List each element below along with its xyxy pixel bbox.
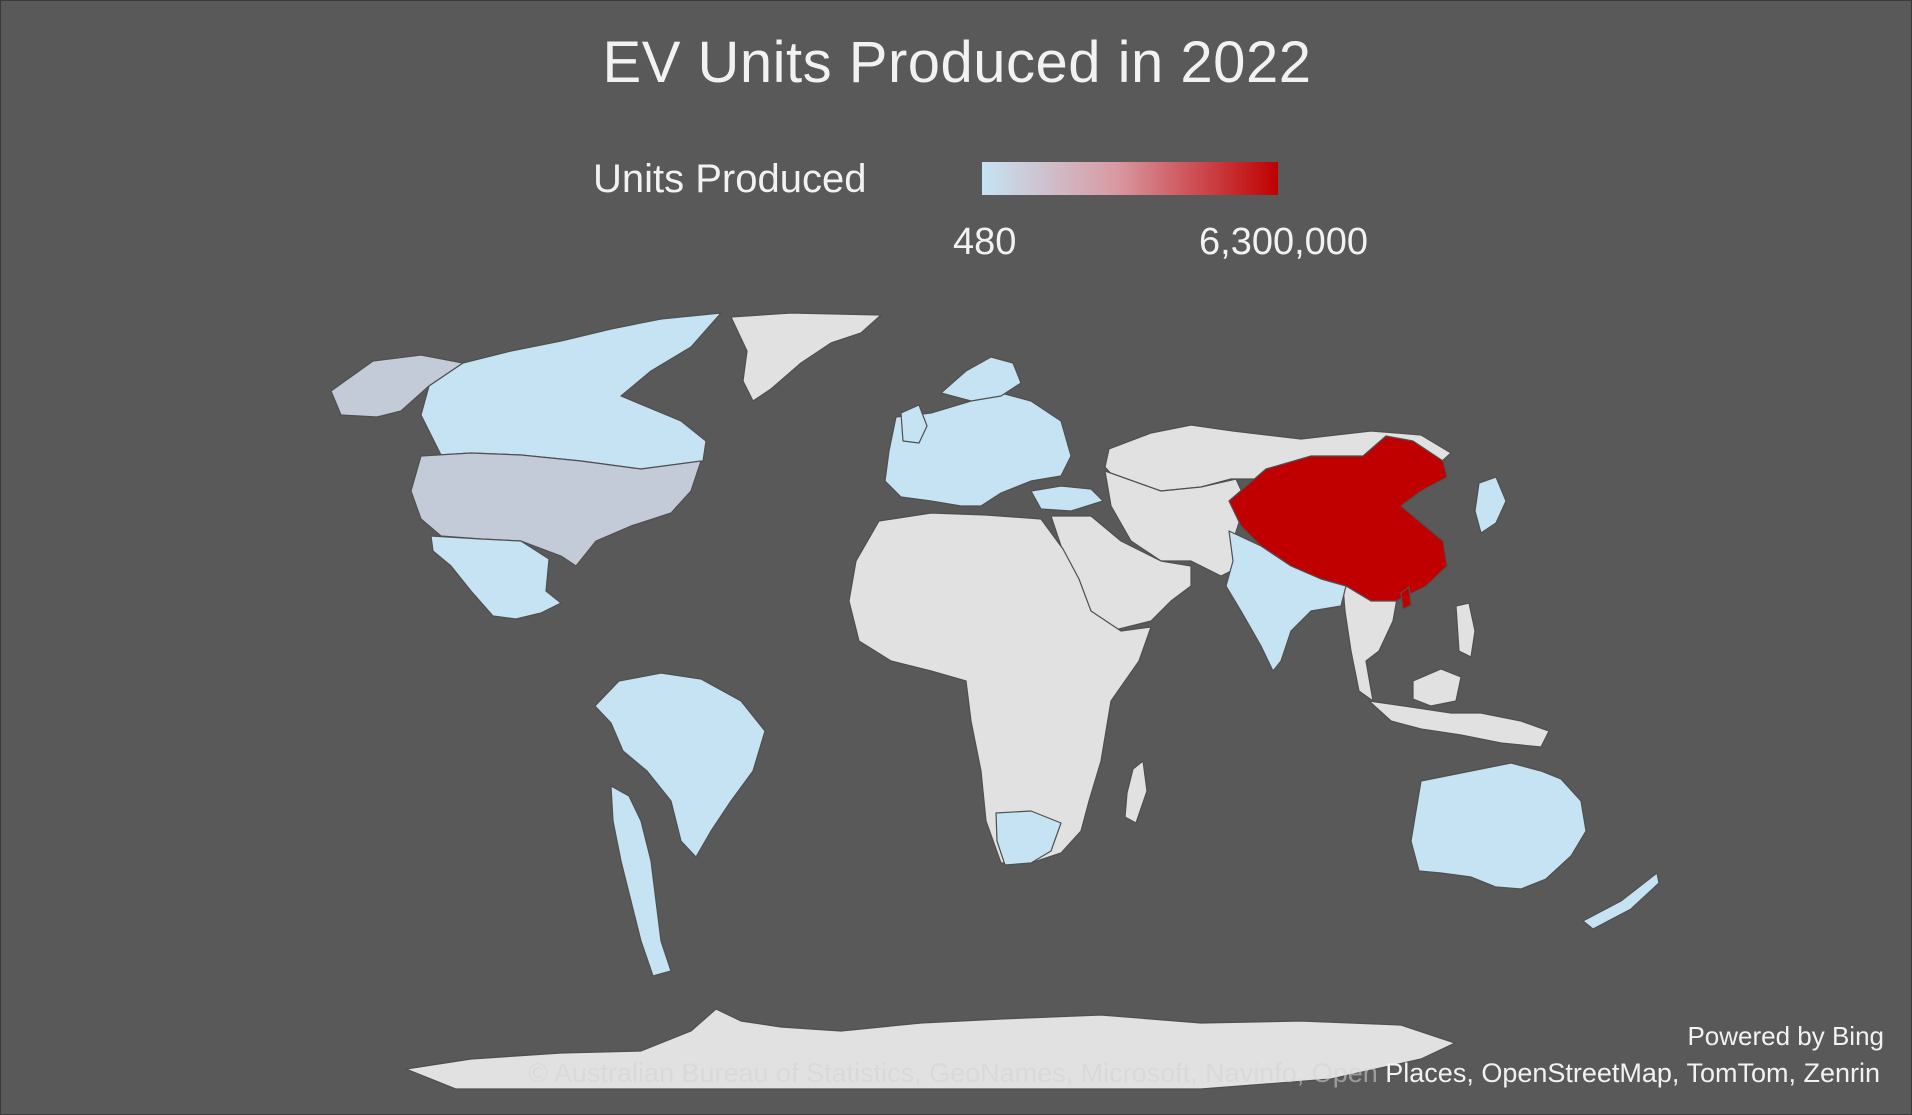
argentina-region[interactable] (610, 785, 672, 977)
canada-region[interactable] (420, 312, 722, 470)
usa-region[interactable] (410, 452, 702, 567)
legend-min-label: 480 (953, 221, 1017, 263)
new-zealand-region[interactable] (1582, 872, 1660, 930)
scandinavia-region[interactable] (940, 356, 1022, 402)
map-attribution: © Australian Bureau of Statistics, GeoNa… (528, 1058, 1880, 1089)
powered-by-label: Powered by Bing (1687, 1021, 1884, 1051)
south-africa-region[interactable] (995, 810, 1062, 866)
india-region[interactable] (1225, 530, 1347, 672)
turkey-region[interactable] (1030, 485, 1104, 512)
australia-region[interactable] (1410, 762, 1587, 890)
legend-color-scale (982, 162, 1278, 195)
legend-title: Units Produced (593, 157, 867, 201)
greenland-shape[interactable] (730, 312, 882, 402)
borneo-shape[interactable] (1412, 668, 1462, 707)
philippines-shape[interactable] (1455, 602, 1476, 658)
antarctica-shape[interactable] (405, 1008, 1456, 1090)
brazil-region[interactable] (594, 672, 766, 858)
taiwan-region[interactable] (1400, 586, 1412, 610)
madagascar-shape[interactable] (1124, 760, 1148, 824)
japan-region[interactable] (1474, 476, 1507, 534)
mexico-region[interactable] (430, 535, 562, 620)
attribution-faint-text: © Australian Bureau of Statistics, GeoNa… (528, 1058, 1378, 1088)
uk-region[interactable] (900, 404, 928, 444)
attribution-bright-text: Places, OpenStreetMap, TomTom, Zenrin (1377, 1058, 1880, 1088)
indonesia-shape[interactable] (1368, 700, 1550, 748)
map-title: EV Units Produced in 2022 (602, 30, 1312, 95)
africa-shape[interactable] (848, 512, 1152, 864)
legend-max-label: 6,300,000 (1199, 221, 1369, 263)
